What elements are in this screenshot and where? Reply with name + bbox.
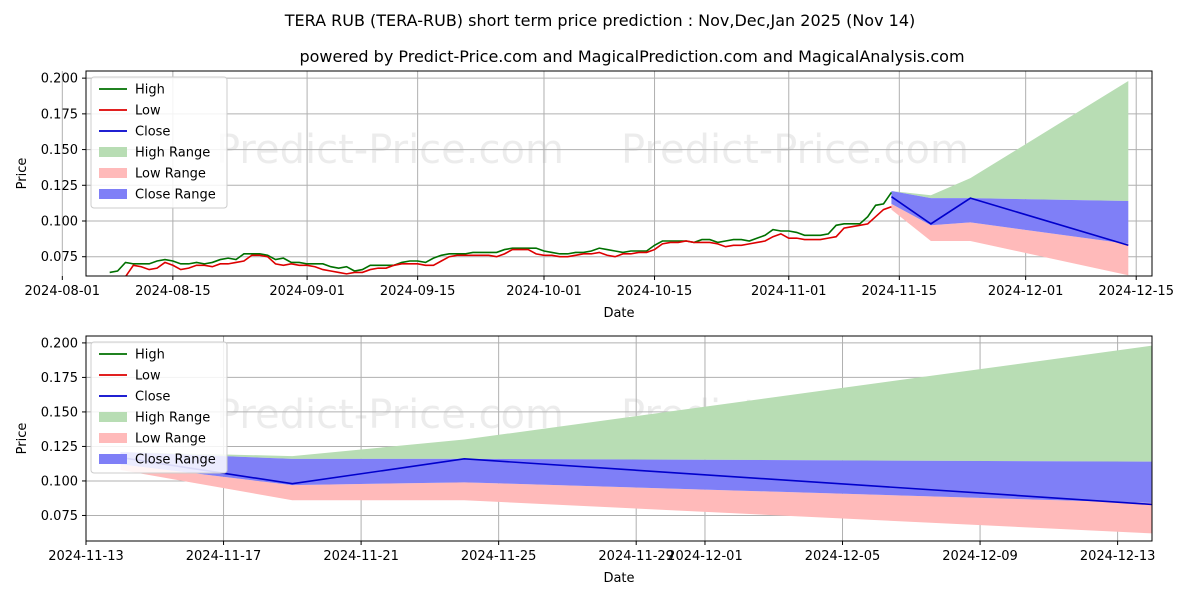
x-tick-label: 2024-12-15 (1098, 284, 1174, 299)
low-range-area (120, 464, 1152, 534)
x-tick-label: 2024-10-01 (506, 284, 582, 299)
plot-frame (85, 70, 1153, 277)
legend-label: Low (135, 369, 161, 384)
x-tick-label: 2024-12-01 (667, 549, 743, 564)
x-tick-label: 2024-12-13 (1080, 549, 1156, 564)
legend-swatch-patch (99, 433, 127, 443)
legend-label: High (135, 83, 165, 98)
legend-label: Close (135, 390, 170, 405)
legend-label: High Range (135, 146, 210, 161)
chart-title: TERA RUB (TERA-RUB) short term price pre… (284, 11, 915, 30)
x-tick-label: 2024-11-15 (862, 284, 938, 299)
legend-label: Low Range (135, 432, 206, 447)
legend-swatch-patch (99, 189, 127, 199)
y-axis-label: Price (15, 423, 30, 455)
x-tick-label: 2024-11-25 (461, 549, 537, 564)
y-tick-label: 0.100 (41, 215, 78, 230)
x-axis-label: Date (603, 571, 634, 586)
plot-area (109, 81, 1129, 276)
y-tick-label: 0.125 (41, 179, 78, 194)
y-tick-label: 0.125 (41, 440, 78, 455)
legend: High Low Close High Range Low Range Close Ran… (90, 341, 228, 474)
legend-swatch-patch (99, 168, 127, 178)
legend-label: Low Range (135, 167, 206, 182)
plot-frame (85, 335, 1153, 542)
legend-label: High (135, 348, 165, 363)
watermark-text: Predict-Price.com (216, 392, 564, 438)
x-tick-label: 2024-11-21 (323, 549, 399, 564)
x-tick-label: 2024-12-05 (805, 549, 881, 564)
chart-subtitle: powered by Predict-Price.com and Magical… (299, 47, 964, 66)
x-tick-label: 2024-08-01 (25, 284, 101, 299)
x-tick-label: 2024-08-15 (135, 284, 211, 299)
top-chart-panel: Predict-Price.com Predict-Price.com2024-0… (15, 70, 1174, 321)
high-range-area (891, 81, 1129, 201)
legend-swatch-patch (99, 147, 127, 157)
y-tick-label: 0.150 (41, 405, 78, 420)
close-range-area (120, 451, 1152, 504)
bottom-chart-panel: Predict-Price.comPredict-Price.com2024-1… (15, 335, 1156, 586)
y-axis-label: Price (15, 158, 30, 190)
grid (61, 71, 1152, 276)
legend-label: Low (135, 104, 161, 119)
high-series-line (109, 191, 893, 274)
x-tick-label: 2024-11-29 (598, 549, 674, 564)
x-tick-label: 2024-11-17 (186, 549, 262, 564)
high-range-area (120, 345, 1152, 462)
low-range-area (891, 203, 1129, 276)
legend-label: Close (135, 125, 170, 140)
y-tick-label: 0.200 (41, 336, 78, 351)
x-tick-label: 2024-12-01 (988, 284, 1064, 299)
y-tick-label: 0.075 (41, 509, 78, 524)
y-tick-label: 0.075 (41, 250, 78, 265)
x-tick-label: 2024-11-01 (751, 284, 827, 299)
y-tick-label: 0.100 (41, 474, 78, 489)
x-tick-label: 2024-10-15 (617, 284, 693, 299)
legend: High Low Close High Range Low Range Close Ran… (90, 76, 228, 209)
x-tick-label: 2024-09-15 (380, 284, 456, 299)
x-tick-label: 2024-09-01 (269, 284, 345, 299)
x-axis-label: Date (603, 306, 634, 321)
legend-label: Close Range (135, 188, 216, 203)
legend-label: Close Range (135, 453, 216, 468)
y-tick-label: 0.150 (41, 143, 78, 158)
y-tick-label: 0.200 (41, 72, 78, 87)
legend-label: High Range (135, 411, 210, 426)
x-tick-label: 2024-12-09 (942, 549, 1018, 564)
y-tick-label: 0.175 (41, 107, 78, 122)
legend-swatch-patch (99, 412, 127, 422)
y-tick-label: 0.175 (41, 371, 78, 386)
x-tick-label: 2024-11-13 (48, 549, 124, 564)
close-series-line (890, 196, 1129, 247)
legend-swatch-patch (99, 454, 127, 464)
close-range-area (891, 191, 1129, 244)
low-series-line (117, 205, 892, 276)
